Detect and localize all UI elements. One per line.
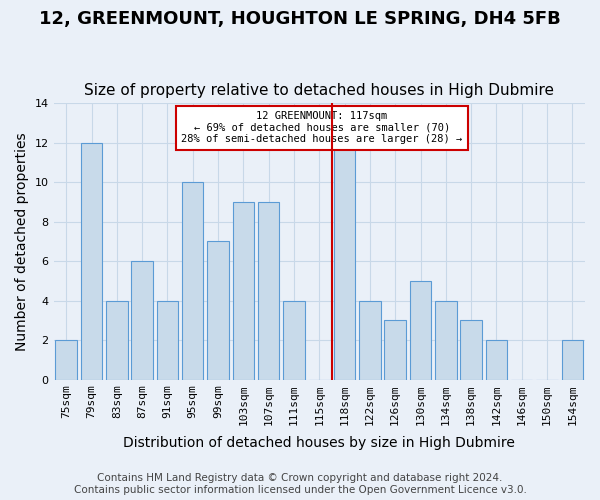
Bar xyxy=(410,281,431,380)
Bar xyxy=(106,300,128,380)
Bar xyxy=(182,182,203,380)
Bar xyxy=(460,320,482,380)
Text: 12 GREENMOUNT: 117sqm
← 69% of detached houses are smaller (70)
28% of semi-deta: 12 GREENMOUNT: 117sqm ← 69% of detached … xyxy=(181,111,463,144)
Bar xyxy=(385,320,406,380)
X-axis label: Distribution of detached houses by size in High Dubmire: Distribution of detached houses by size … xyxy=(124,436,515,450)
Bar xyxy=(55,340,77,380)
Bar xyxy=(131,261,153,380)
Text: Contains HM Land Registry data © Crown copyright and database right 2024.
Contai: Contains HM Land Registry data © Crown c… xyxy=(74,474,526,495)
Y-axis label: Number of detached properties: Number of detached properties xyxy=(15,132,29,350)
Bar xyxy=(81,143,102,380)
Bar xyxy=(435,300,457,380)
Bar xyxy=(258,202,280,380)
Bar xyxy=(233,202,254,380)
Bar xyxy=(562,340,583,380)
Bar xyxy=(359,300,380,380)
Bar xyxy=(207,242,229,380)
Title: Size of property relative to detached houses in High Dubmire: Size of property relative to detached ho… xyxy=(84,83,554,98)
Bar xyxy=(283,300,305,380)
Bar xyxy=(334,143,355,380)
Text: 12, GREENMOUNT, HOUGHTON LE SPRING, DH4 5FB: 12, GREENMOUNT, HOUGHTON LE SPRING, DH4 … xyxy=(39,10,561,28)
Bar xyxy=(485,340,507,380)
Bar xyxy=(157,300,178,380)
